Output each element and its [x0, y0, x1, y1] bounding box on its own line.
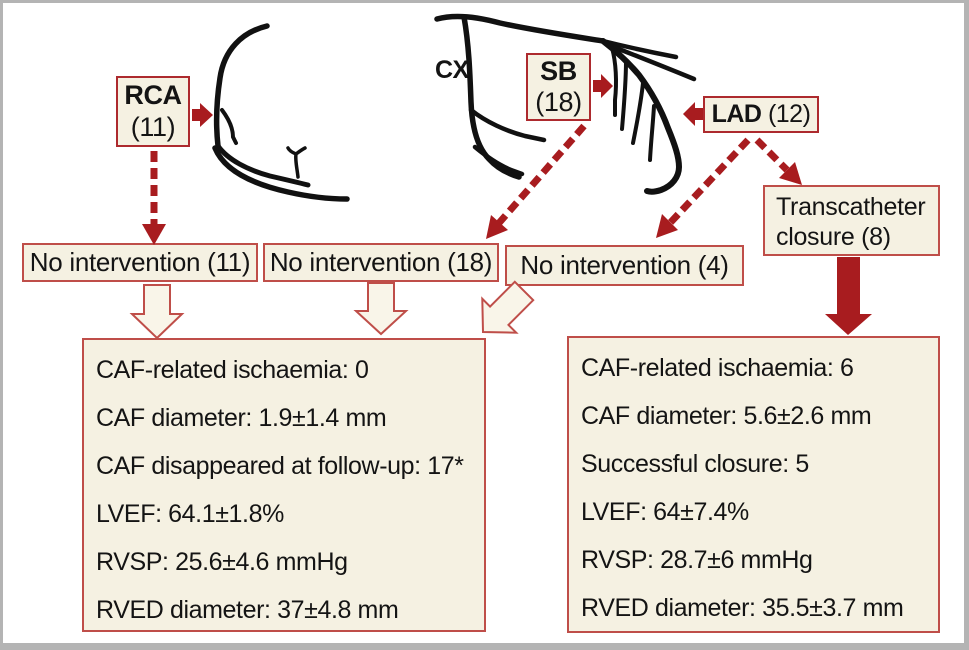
rca-main-trunk	[213, 23, 270, 149]
sb-dashed-arrowhead	[486, 215, 508, 239]
outcome-line: CAF disappeared at follow-up: 17*	[96, 452, 464, 480]
sb-node-box: SB (18)	[526, 53, 591, 121]
rca-to-vessel-arrow-icon	[192, 103, 213, 127]
rca-end-fork	[286, 146, 307, 179]
lad-right-dashed-arrowhead	[779, 162, 802, 185]
lad-trunk	[600, 38, 682, 195]
lad-to-vessel-arrow-icon	[683, 102, 703, 126]
outcome-line: RVED diameter: 37±4.8 mm	[96, 596, 399, 624]
no-intervention-box-rca: No intervention (11)	[22, 243, 258, 282]
outcome-line: LVEF: 64.1±1.8%	[96, 500, 284, 528]
sb-label: SB	[540, 55, 577, 86]
outcome-line: RVED diameter: 35.5±3.7 mm	[581, 594, 904, 622]
hollow-arrow-sb-outcomes-icon	[353, 282, 409, 336]
transcatheter-closure-box: Transcatheter closure (8)	[763, 185, 940, 256]
no-intervention-lad-label: No intervention (4)	[520, 249, 729, 280]
rca-node-box: RCA (11)	[116, 76, 190, 147]
diagonal-branch-2	[608, 43, 697, 82]
hollow-arrow-rca-outcomes-icon	[129, 284, 185, 340]
rca-vessel-drawing	[212, 23, 350, 202]
outcome-line: RVSP: 25.6±4.6 mmHg	[96, 548, 348, 576]
outcome-line: RVSP: 28.7±6 mmHg	[581, 546, 813, 574]
lad-top-line	[434, 13, 606, 44]
rca-dashed-arrowhead	[142, 224, 166, 245]
lad-node-box: LAD (12)	[703, 96, 819, 133]
cx-branch-lower	[472, 144, 525, 177]
lad-label: LAD	[711, 100, 762, 129]
lad-left-dashed-arrow	[667, 137, 751, 226]
septal-branch-2	[620, 59, 628, 131]
outcome-line: CAF diameter: 5.6±2.6 mm	[581, 402, 872, 430]
rca-label: RCA	[124, 80, 182, 111]
outcomes-box-no-intervention: CAF-related ischaemia: 0 CAF diameter: 1…	[82, 338, 486, 632]
lad-left-dashed-arrowhead	[656, 214, 678, 238]
outcome-line: CAF-related ischaemia: 6	[581, 354, 854, 382]
rca-count: (11)	[130, 111, 176, 142]
outcome-line: Successful closure: 5	[581, 450, 809, 478]
rca-side-branch	[220, 108, 238, 145]
septal-branch-1	[610, 46, 618, 117]
transcatheter-line1: Transcatheter	[776, 193, 926, 221]
lad-count: (12)	[767, 100, 811, 129]
no-intervention-box-sb: No intervention (18)	[263, 243, 499, 282]
outcomes-box-transcatheter: CAF-related ischaemia: 6 CAF diameter: 5…	[567, 336, 940, 633]
sb-count: (18)	[535, 87, 582, 117]
transcatheter-line2: closure (8)	[776, 223, 891, 251]
no-intervention-rca-label: No intervention (11)	[29, 246, 251, 277]
rca-upper-arc	[215, 143, 311, 188]
sb-dashed-arrow	[496, 123, 587, 226]
outcome-line: CAF-related ischaemia: 0	[96, 356, 369, 384]
cx-trunk	[461, 14, 522, 180]
outcome-line: LVEF: 64±7.4%	[581, 498, 749, 526]
outcome-line: CAF diameter: 1.9±1.4 mm	[96, 404, 387, 432]
septal-branch-3	[631, 81, 645, 145]
cx-vessel-label: CX	[435, 56, 469, 84]
septal-branch-4	[648, 104, 656, 162]
no-intervention-sb-label: No intervention (18)	[269, 246, 493, 277]
diagonal-branch-1	[600, 38, 679, 60]
rca-lower-arc	[212, 145, 350, 202]
lad-right-dashed-arrow	[754, 137, 790, 173]
no-intervention-box-lad: No intervention (4)	[505, 245, 744, 286]
sb-to-vessel-arrow-icon	[593, 74, 613, 98]
transcatheter-big-arrow-icon	[825, 257, 872, 335]
